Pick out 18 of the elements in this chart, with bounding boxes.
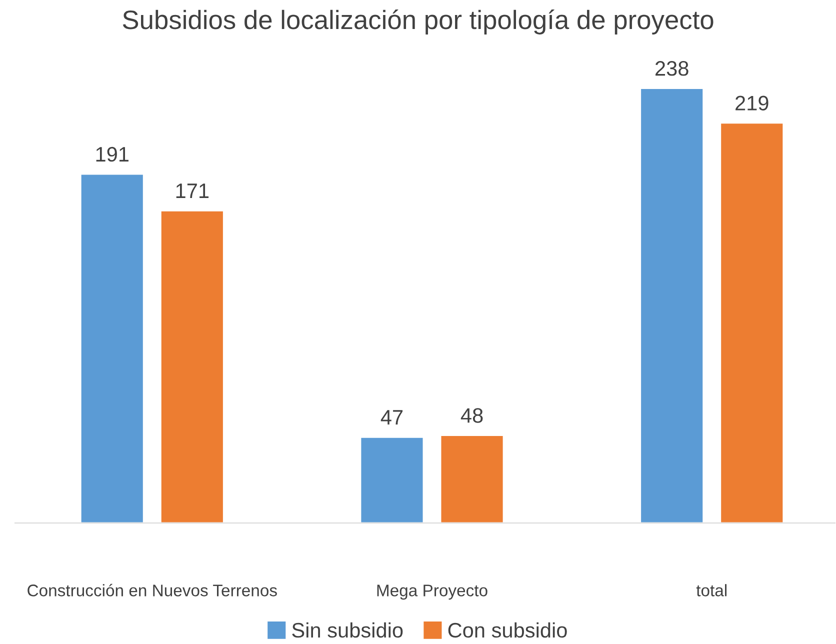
bar (440, 434, 504, 523)
legend-label: Con subsidio (448, 622, 567, 638)
bar (720, 122, 784, 523)
data-label: 219 (736, 96, 768, 111)
data-label: 238 (656, 61, 688, 76)
bar (80, 173, 144, 523)
legend-label: Sin subsidio (292, 622, 403, 638)
bar (640, 88, 704, 523)
chart-title: Subsidios de localización por tipología de proyecto (122, 10, 714, 34)
x-tick-label: Mega Proyecto (377, 584, 488, 600)
x-tick-label: total (696, 584, 726, 596)
data-label: 47 (380, 410, 403, 424)
bar (360, 436, 424, 523)
data-label: 171 (176, 184, 209, 198)
bar (160, 210, 224, 523)
x-tick-label: Construcción en Nuevos Terrenos (28, 584, 277, 596)
data-label: 191 (96, 146, 128, 162)
data-label: 48 (460, 408, 483, 423)
